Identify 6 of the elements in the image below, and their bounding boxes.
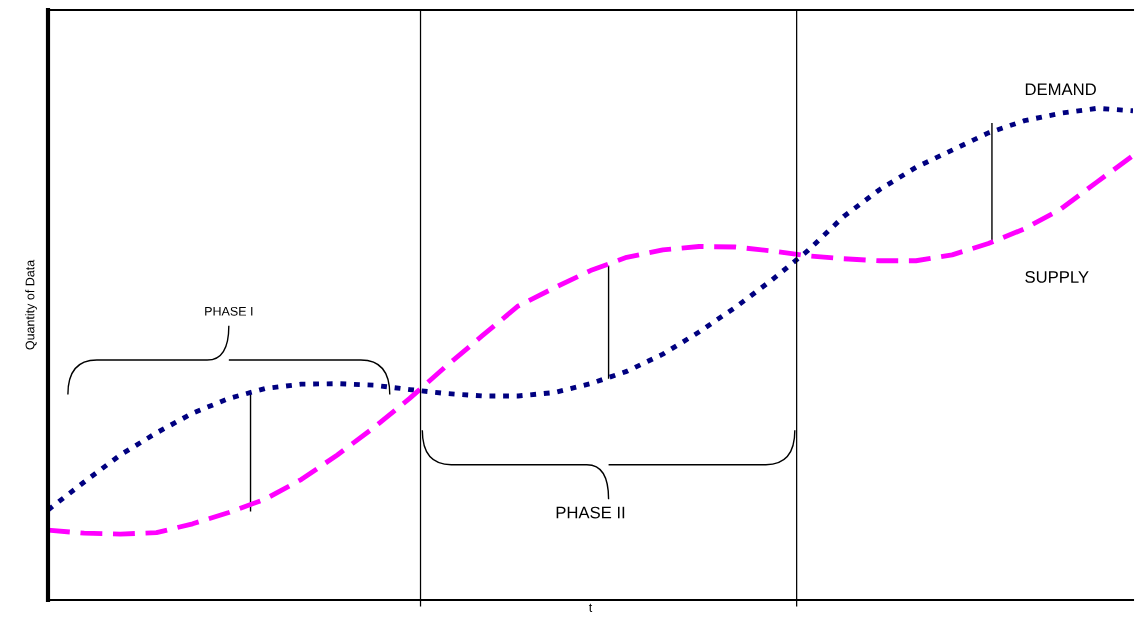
y-axis-title: Quantity of Data <box>25 259 37 350</box>
series-label: DEMAND <box>1025 83 1096 96</box>
annotation: PHASE I <box>205 306 253 316</box>
annotation: PHASE II <box>556 506 625 519</box>
x-axis-title: t <box>588 603 593 612</box>
text: SUPPLY <box>1025 271 1089 283</box>
